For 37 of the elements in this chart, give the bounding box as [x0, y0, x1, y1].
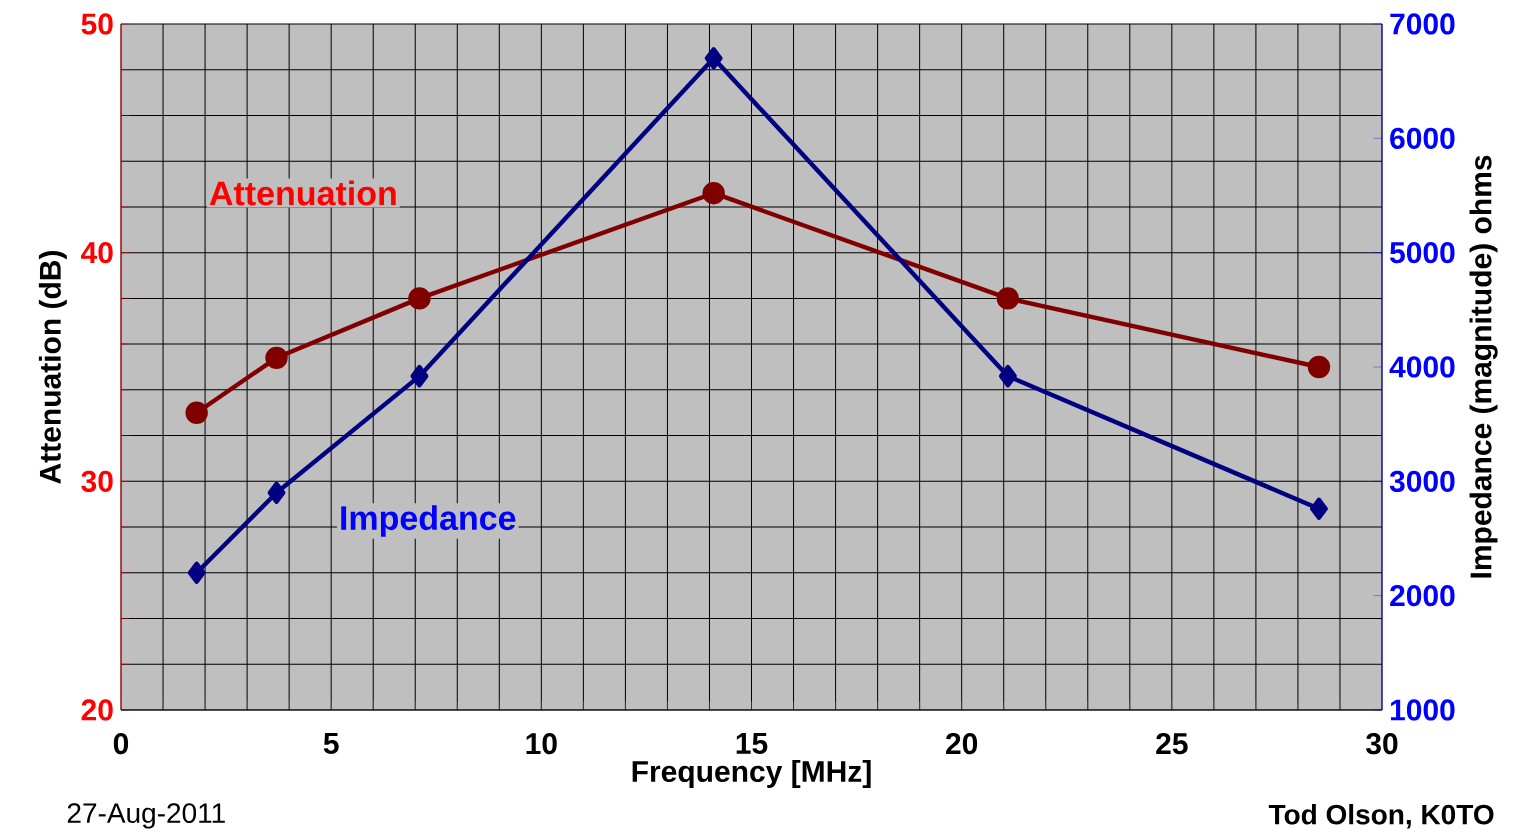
text: Tod Olson, K0TO: [1268, 803, 1494, 829]
point: [267, 481, 286, 504]
y2-tick-label: 3000: [1389, 470, 1455, 492]
text: 27-Aug-2011: [67, 803, 225, 829]
text: Attenuation: [209, 180, 396, 206]
series-label: Impedance: [341, 505, 516, 537]
point: [408, 287, 431, 310]
x-tick-label: 30: [1366, 733, 1398, 755]
x-tick-label: 25: [1156, 733, 1188, 755]
x-tick-label: 15: [736, 733, 768, 754]
point: [704, 47, 723, 70]
point: [185, 401, 208, 424]
point: [702, 182, 725, 205]
y2-tick-label: 7000: [1390, 13, 1455, 35]
point: [998, 364, 1017, 388]
x-tick-label: 20: [946, 733, 978, 755]
x-axis-title: Frequency [MHz]: [632, 760, 871, 789]
y-tick-label: 40: [81, 242, 113, 264]
point: [410, 364, 429, 388]
y2-tick-label: 1000: [1390, 699, 1455, 721]
x-tick-label: 10: [526, 733, 557, 755]
y2-tick-label: 6000: [1390, 127, 1455, 149]
y2-tick-label: 4000: [1389, 356, 1455, 378]
x-tick-label: 5: [323, 733, 339, 754]
y-tick-label: 50: [81, 13, 113, 35]
x-tick-label: 0: [113, 733, 129, 755]
y2-axis-title: Impedance (magnitude) ohms: [1469, 155, 1498, 578]
y-axis-title: Attenuation (dB): [38, 251, 67, 484]
point: [265, 346, 288, 370]
point: [1310, 497, 1328, 520]
point: [1307, 355, 1331, 379]
point: [187, 561, 206, 584]
y2-tick-label: 2000: [1390, 585, 1455, 607]
y2-tick-label: 5000: [1389, 242, 1455, 264]
y-tick-label: 20: [81, 699, 113, 721]
y-tick-label: 30: [81, 470, 113, 492]
point: [996, 287, 1020, 310]
